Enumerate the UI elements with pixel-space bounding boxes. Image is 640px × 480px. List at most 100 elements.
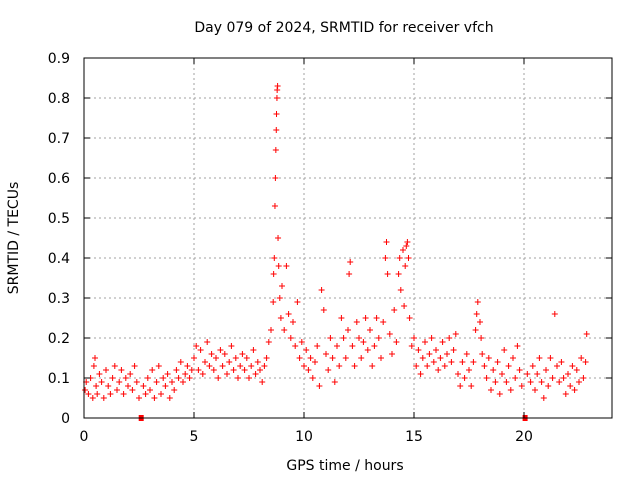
data-point <box>353 319 360 325</box>
data-point <box>391 307 398 313</box>
data-point <box>397 287 404 293</box>
data-point <box>545 383 552 389</box>
data-point <box>428 335 435 341</box>
data-point <box>98 379 105 385</box>
data-point <box>103 367 109 373</box>
plot-frame <box>83 57 613 419</box>
data-point <box>505 363 512 369</box>
y-tick-label: 0 <box>61 411 70 427</box>
data-point <box>331 379 338 385</box>
data-point <box>270 299 277 305</box>
data-point <box>380 319 387 325</box>
data-point <box>518 383 525 389</box>
data-point <box>221 351 228 357</box>
data-point <box>109 375 116 381</box>
data-point <box>417 371 424 377</box>
data-point <box>437 355 444 361</box>
y-tick-labels: 0 0.1 0.2 0.3 0.4 0.5 0.6 0.7 0.8 0.9 <box>48 51 70 427</box>
data-point <box>133 379 140 385</box>
data-point <box>571 387 578 393</box>
data-point <box>206 363 213 369</box>
data-point <box>433 347 439 353</box>
data-point <box>259 379 266 385</box>
data-point <box>100 395 107 401</box>
data-point <box>345 327 351 333</box>
data-point <box>562 391 569 397</box>
data-point <box>232 355 239 361</box>
data-point <box>582 359 589 365</box>
data-point <box>296 355 303 361</box>
data-point <box>120 391 127 397</box>
data-point <box>318 287 325 293</box>
data-point <box>210 367 217 373</box>
data-point <box>186 375 193 381</box>
data-point <box>96 371 103 377</box>
x-tick-label: 10 <box>295 429 313 445</box>
data-point <box>263 355 270 361</box>
data-point <box>362 315 369 321</box>
data-point <box>441 363 448 369</box>
data-point <box>182 371 189 377</box>
data-point <box>252 371 259 377</box>
data-point <box>162 383 169 389</box>
data-point <box>213 355 219 361</box>
data-point <box>507 387 514 393</box>
axis-ticks <box>83 57 612 419</box>
data-point <box>307 355 314 361</box>
data-point <box>166 395 173 401</box>
data-point <box>271 255 278 261</box>
x-tick-label: 15 <box>405 429 423 445</box>
data-point <box>169 379 175 385</box>
data-point <box>208 351 215 357</box>
data-point <box>171 387 178 393</box>
data-point <box>358 355 365 361</box>
data-point <box>257 367 263 373</box>
data-point <box>424 363 431 369</box>
data-point <box>151 395 158 401</box>
data-point <box>448 359 455 365</box>
data-point <box>246 375 252 381</box>
data-point <box>499 371 505 377</box>
data-point <box>340 335 347 341</box>
y-tick-label: 0.8 <box>48 91 70 107</box>
data-point <box>450 347 457 353</box>
data-point <box>435 367 442 373</box>
data-point <box>237 363 244 369</box>
data-point <box>305 367 312 373</box>
data-point <box>118 367 125 373</box>
data-point <box>202 359 208 365</box>
x-tick-labels: 0 5 10 15 20 <box>80 429 533 445</box>
data-point <box>347 259 354 265</box>
data-point <box>402 263 409 269</box>
y-tick-label: 0.4 <box>48 251 70 267</box>
chart-title: Day 079 of 2024, SRMTID for receiver vfc… <box>194 20 493 36</box>
data-point <box>389 351 395 357</box>
data-point <box>175 375 182 381</box>
data-point <box>94 391 101 397</box>
data-point <box>325 367 332 373</box>
y-tick-label: 0.7 <box>48 131 70 147</box>
data-point <box>275 235 282 241</box>
data-point <box>415 347 422 353</box>
data-point <box>406 315 413 321</box>
data-point <box>303 347 310 353</box>
y-tick-label: 0.3 <box>48 291 70 307</box>
data-point <box>452 331 459 337</box>
data-point <box>279 283 285 289</box>
data-point <box>426 351 433 357</box>
data-point <box>547 355 554 361</box>
data-point <box>401 303 408 309</box>
data-point <box>89 395 96 401</box>
data-point <box>275 263 282 269</box>
data-point <box>481 363 488 369</box>
data-point <box>578 355 585 361</box>
data-point <box>576 379 582 385</box>
data-point <box>327 335 334 341</box>
data-point <box>153 379 160 385</box>
data-point <box>501 347 508 353</box>
data-point <box>268 327 274 333</box>
data-point <box>567 383 574 389</box>
grid-lines <box>84 58 612 418</box>
data-point <box>405 255 412 261</box>
x-axis-label: GPS time / hours <box>286 458 403 474</box>
